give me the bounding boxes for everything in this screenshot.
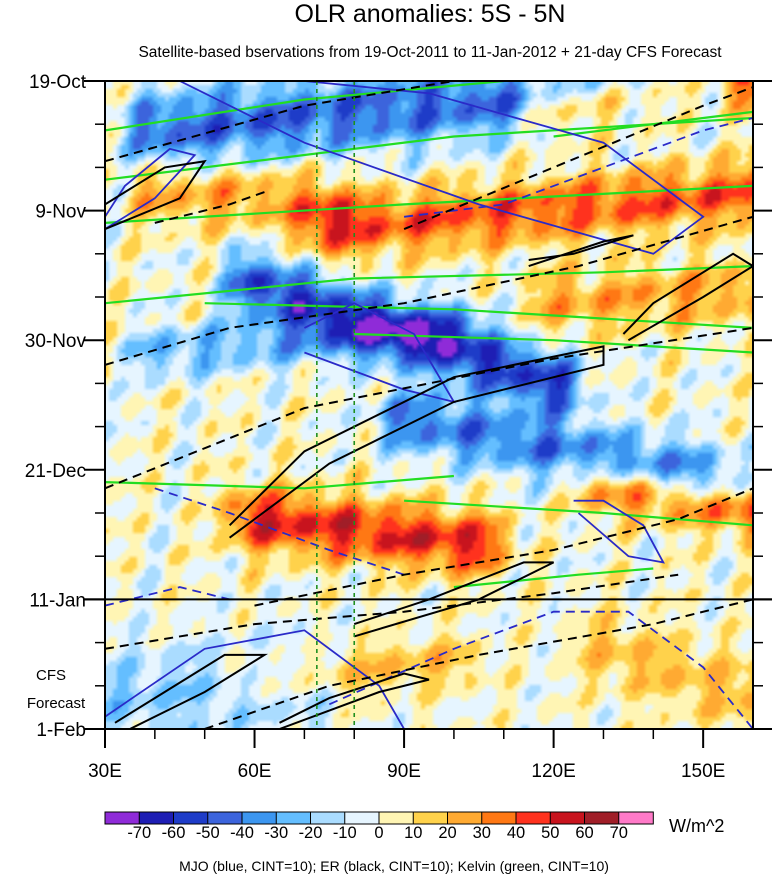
colorbar-swatch-14 — [584, 811, 620, 825]
er-contour-14 — [204, 598, 753, 729]
er-contour-13 — [279, 672, 430, 729]
colorbar-units: W/m^2 — [669, 816, 724, 836]
er-contour-11 — [105, 573, 679, 650]
colorbar-swatch-0 — [104, 811, 141, 825]
y-tick-label-5: 1-Feb — [36, 720, 86, 741]
colorbar-swatch-4 — [241, 811, 278, 825]
x-tick-label-3: 120E — [531, 761, 575, 782]
olr-anomaly-heatmap — [105, 81, 753, 729]
colorbar-swatch-1 — [138, 811, 175, 825]
mjo-contour-5 — [403, 117, 753, 218]
reference-lines — [316, 81, 356, 729]
colorbar-label-4: -30 — [264, 824, 288, 842]
colorbar-swatch-10 — [447, 811, 483, 825]
footer-caption: MJO (blue, CINT=10); ER (black, CINT=10)… — [179, 858, 609, 874]
mjo-contour-3 — [573, 499, 665, 564]
x-tick-label-0: 30E — [88, 761, 122, 782]
colorbar-swatch-11 — [481, 811, 517, 825]
kelvin-contour-3 — [105, 265, 753, 305]
chart-title: OLR anomalies: 5S - 5N — [295, 0, 566, 28]
colorbar-label-0: -70 — [127, 824, 151, 842]
er-contour-1 — [105, 159, 207, 231]
colorbar: -70 -60 -50 -40 -30 -20 -10 0 10 20 30 40 50 60 70 — [104, 811, 654, 842]
er-contour-7 — [105, 326, 753, 490]
kelvin-contour-4 — [204, 302, 753, 329]
forecast-label-line-2: Forecast — [27, 695, 86, 712]
mjo-contours — [105, 81, 753, 729]
er-contour-9 — [353, 561, 555, 638]
er-contour-5 — [622, 252, 753, 342]
mjo-contour-8 — [105, 586, 230, 607]
y-axis: 19-Oct 9-Nov 30-Nov 21-Dec 11-Jan 1-Feb — [25, 72, 772, 741]
colorbar-label-11: 40 — [507, 824, 525, 842]
kelvin-contour-2 — [105, 184, 753, 224]
er-contours — [105, 81, 753, 729]
colorbar-label-14: 70 — [610, 824, 628, 842]
x-axis: 30E 60E 90E 120E 150E — [88, 729, 725, 782]
colorbar-label-6: -10 — [333, 824, 357, 842]
colorbar-label-2: -50 — [196, 824, 220, 842]
kelvin-contours — [105, 81, 753, 589]
colorbar-label-9: 20 — [438, 824, 456, 842]
mjo-contour-4 — [105, 629, 405, 729]
er-contour-3 — [403, 86, 753, 231]
er-contour-2 — [154, 191, 265, 224]
mjo-contour-7 — [328, 610, 753, 729]
mjo-contour-0 — [179, 81, 705, 255]
colorbar-swatch-7 — [344, 811, 380, 825]
colorbar-label-1: -60 — [162, 824, 186, 842]
kelvin-contour-6 — [105, 474, 454, 490]
colorbar-label-8: 10 — [404, 824, 422, 842]
y-tick-label-2: 30-Nov — [25, 331, 87, 352]
er-contour-12 — [114, 653, 269, 729]
mjo-contour-2 — [304, 302, 456, 404]
forecast-label-line-1: CFS — [36, 667, 66, 684]
colorbar-swatch-2 — [173, 811, 209, 825]
er-contour-4 — [528, 234, 634, 268]
er-contour-6 — [105, 215, 753, 366]
y-tick-label-1: 9-Nov — [35, 202, 86, 223]
chart-subtitle: Satellite-based bservations from 19-Oct-… — [138, 44, 722, 61]
colorbar-label-7: 0 — [374, 824, 383, 842]
kelvin-contour-5 — [354, 332, 753, 354]
y-tick-label-0: 19-Oct — [29, 72, 87, 93]
x-tick-label-2: 90E — [387, 761, 421, 782]
wave-contours — [105, 81, 753, 729]
y-tick-label-3: 21-Dec — [25, 461, 86, 482]
colorbar-label-12: 50 — [541, 824, 559, 842]
kelvin-contour-0 — [105, 81, 504, 132]
x-tick-label-1: 60E — [238, 761, 272, 782]
er-contour-8 — [228, 345, 605, 539]
colorbar-swatch-8 — [378, 811, 415, 825]
colorbar-swatch-5 — [275, 811, 312, 825]
er-contour-0 — [105, 81, 455, 163]
y-tick-label-4: 11-Jan — [29, 590, 86, 611]
colorbar-label-10: 30 — [473, 824, 491, 842]
kelvin-contour-8 — [453, 567, 654, 589]
mjo-contour-1 — [105, 147, 197, 230]
er-contour-10 — [254, 487, 753, 607]
colorbar-label-3: -40 — [230, 824, 254, 842]
colorbar-swatch-12 — [515, 811, 552, 825]
colorbar-swatch-3 — [207, 811, 243, 825]
kelvin-contour-7 — [404, 499, 753, 527]
colorbar-swatch-9 — [412, 811, 449, 825]
x-tick-label-4: 150E — [681, 761, 725, 782]
plot-frame — [104, 80, 754, 730]
hovmoller-plot-area — [84, 80, 772, 730]
kelvin-contour-9 — [553, 110, 753, 138]
colorbar-label-5: -20 — [299, 824, 323, 842]
colorbar-swatch-15 — [618, 811, 654, 825]
colorbar-swatch-13 — [549, 811, 586, 825]
colorbar-swatch-6 — [310, 811, 346, 825]
colorbar-label-13: 60 — [575, 824, 593, 842]
